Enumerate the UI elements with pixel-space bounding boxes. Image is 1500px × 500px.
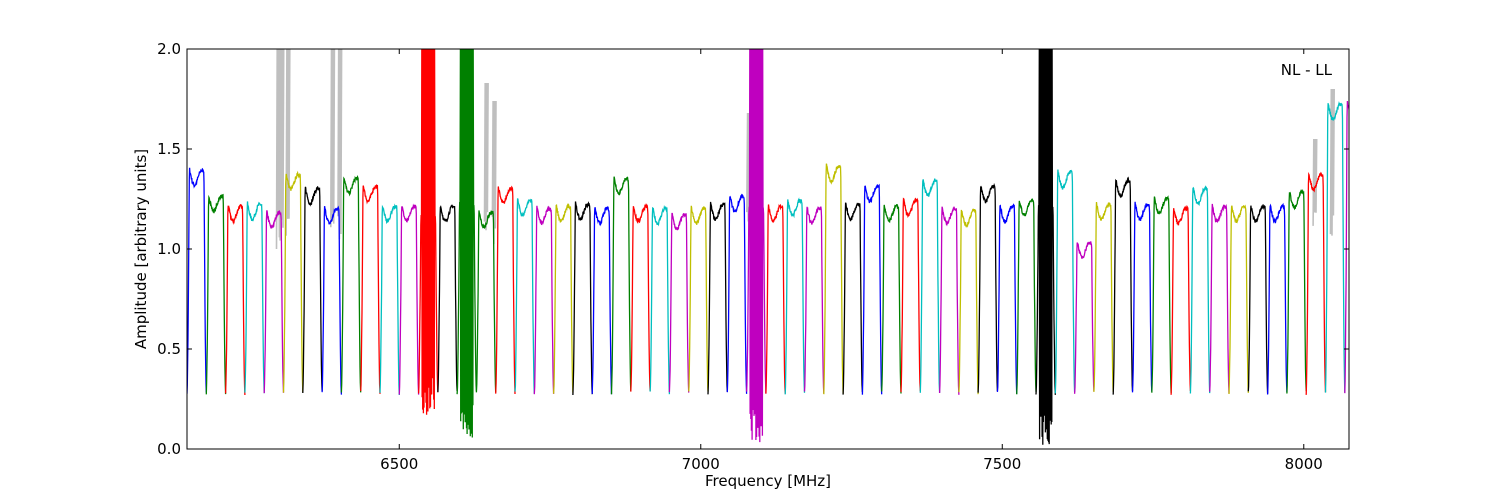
- subband-line: [1189, 185, 1211, 394]
- subband-line: [1228, 204, 1249, 395]
- subband-line: [1344, 100, 1349, 394]
- subband-line: [881, 204, 902, 394]
- subband-line: [1324, 101, 1346, 393]
- subband-line: [244, 201, 265, 394]
- x-tick-label: 7500: [983, 455, 1021, 473]
- subband-line: [1131, 201, 1153, 393]
- y-tick-label: 1.0: [157, 240, 181, 258]
- subband-line: [707, 201, 728, 395]
- subband-line: [360, 183, 381, 394]
- y-tick-label: 1.5: [157, 140, 181, 158]
- background-spike: [1329, 88, 1335, 236]
- subband-line: [282, 170, 304, 393]
- subband-line: [649, 204, 671, 395]
- subband-line: [1305, 171, 1327, 395]
- subband-line: [514, 198, 535, 394]
- y-tick-label: 2.0: [157, 40, 181, 58]
- subband-line: [533, 205, 555, 395]
- subband-line: [1286, 189, 1307, 394]
- subband-line: [1035, 49, 1056, 445]
- subband-line: [784, 197, 806, 395]
- subband-line: [919, 178, 941, 393]
- subband-line: [205, 193, 227, 395]
- x-axis-label: Frequency [MHz]: [705, 472, 831, 490]
- subband-line: [591, 205, 613, 395]
- subband-line: [996, 203, 1018, 394]
- subband-line: [456, 49, 478, 438]
- background-spike: [491, 100, 497, 245]
- subband-line: [475, 210, 497, 393]
- background-spike: [483, 82, 489, 231]
- y-axis-label: Amplitude [arbitrary units]: [132, 149, 150, 349]
- background-spike: [337, 49, 343, 240]
- subband-line: [958, 208, 979, 395]
- y-tick-label: 0.5: [157, 340, 181, 358]
- subband-line: [417, 49, 439, 415]
- subband-line: [630, 203, 651, 392]
- y-tick-label: 0.0: [157, 440, 181, 458]
- subband-line: [187, 167, 207, 394]
- subband-line: [977, 182, 999, 393]
- subband-line: [823, 163, 844, 395]
- subband-line: [224, 204, 246, 396]
- subband-line: [263, 210, 285, 394]
- subband-line: [552, 203, 574, 394]
- subband-line: [610, 176, 632, 395]
- subband-line: [745, 49, 767, 443]
- x-tick-label: 6500: [380, 455, 418, 473]
- background-spike: [329, 49, 336, 228]
- background-spike: [285, 49, 291, 236]
- baseline-annotation: NL - LL: [1281, 61, 1333, 79]
- subband-line: [340, 175, 362, 393]
- subband-line: [726, 193, 748, 394]
- subband-line: [1151, 195, 1172, 394]
- subband-line: [1112, 176, 1134, 395]
- subband-line: [861, 183, 883, 395]
- subband-line: [688, 205, 709, 392]
- subband-line: [842, 202, 864, 395]
- subband-line: [1170, 204, 1192, 395]
- subband-line: [1054, 169, 1076, 394]
- subband-line: [379, 203, 400, 396]
- subband-line: [1073, 241, 1095, 394]
- subband-line: [900, 197, 921, 393]
- subband-line: [437, 204, 458, 393]
- subband-line: [1247, 204, 1269, 394]
- subband-line: [803, 205, 825, 394]
- subband-line: [1093, 201, 1114, 393]
- ticks-layer: 6500 7000 7500 8000 0.0 0.5 1.0 1.5 2.0: [157, 40, 1349, 473]
- x-tick-label: 7000: [682, 455, 720, 473]
- subband-line: [572, 201, 593, 396]
- background-spike: [279, 49, 285, 241]
- subband-line: [398, 203, 420, 395]
- subband-line: [1209, 203, 1230, 394]
- subband-line: [321, 205, 343, 395]
- subband-line: [1266, 202, 1288, 395]
- subband-line: [668, 212, 690, 393]
- subband-line: [938, 206, 960, 395]
- subband-line: [302, 185, 323, 394]
- subband-line: [1016, 197, 1037, 395]
- background-spike: [1312, 138, 1318, 226]
- subband-line: [765, 203, 786, 394]
- subband-line: [495, 185, 516, 395]
- series-layer: [187, 49, 1349, 445]
- x-tick-label: 8000: [1285, 455, 1323, 473]
